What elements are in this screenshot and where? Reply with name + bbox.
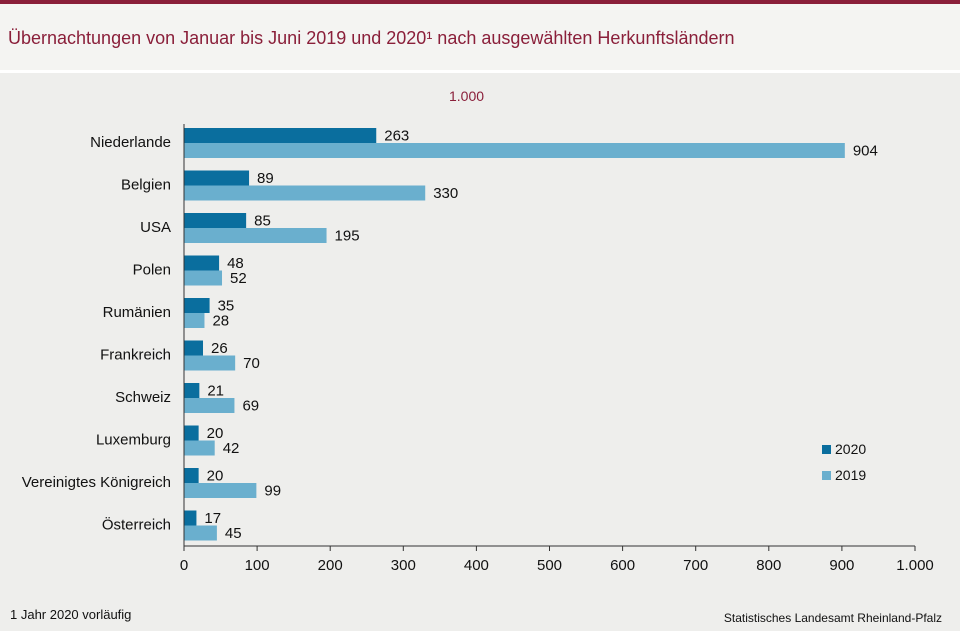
data-label-2019: 69 bbox=[242, 397, 259, 414]
x-tick-label: 300 bbox=[391, 557, 416, 574]
data-label-2020: 20 bbox=[207, 425, 224, 442]
bar-2019 bbox=[184, 185, 426, 201]
x-tick-label: 1.000 bbox=[896, 557, 934, 574]
x-tick-label: 400 bbox=[464, 557, 489, 574]
data-label-2020: 35 bbox=[218, 297, 235, 314]
x-tick-label: 500 bbox=[537, 557, 562, 574]
data-label-2020: 48 bbox=[227, 255, 244, 272]
bar-2020 bbox=[184, 468, 199, 483]
bar-2020 bbox=[184, 383, 200, 398]
x-tick-label: 600 bbox=[610, 557, 635, 574]
bar-2020 bbox=[184, 340, 204, 356]
legend-item-2020: 2020 bbox=[822, 436, 866, 462]
category-label: Frankreich bbox=[100, 346, 171, 363]
title-bar: Übernachtungen von Januar bis Juni 2019 … bbox=[0, 4, 960, 73]
bar-2019 bbox=[184, 270, 223, 286]
bar-2020 bbox=[184, 510, 197, 526]
data-label-2019: 195 bbox=[335, 227, 360, 244]
data-label-2020: 21 bbox=[207, 382, 224, 399]
bar-2020 bbox=[184, 425, 199, 441]
x-tick-label: 900 bbox=[829, 557, 854, 574]
x-tick-label: 800 bbox=[756, 557, 781, 574]
footnote: 1 Jahr 2020 vorläufig bbox=[10, 607, 132, 622]
data-label-2020: 17 bbox=[204, 510, 221, 527]
top-accent-rule bbox=[0, 0, 960, 4]
category-label: Belgien bbox=[121, 176, 171, 193]
data-label-2019: 70 bbox=[243, 355, 260, 372]
bar-2020 bbox=[184, 170, 250, 186]
data-label-2020: 89 bbox=[257, 170, 274, 187]
category-label: Rumänien bbox=[103, 304, 171, 321]
bar-2020 bbox=[184, 255, 220, 271]
category-label: Luxemburg bbox=[96, 431, 171, 448]
category-label: Schweiz bbox=[115, 389, 171, 406]
bar-2019 bbox=[184, 355, 236, 371]
category-label: Niederlande bbox=[90, 134, 171, 151]
data-label-2020: 20 bbox=[207, 467, 224, 484]
chart-title: Übernachtungen von Januar bis Juni 2019 … bbox=[8, 28, 735, 48]
bar-2019 bbox=[184, 398, 235, 413]
bar-2020 bbox=[184, 128, 377, 143]
bar-2020 bbox=[184, 298, 210, 313]
data-label-2019: 52 bbox=[230, 270, 247, 287]
data-label-2019: 28 bbox=[212, 312, 229, 329]
category-label: USA bbox=[140, 219, 171, 236]
data-label-2020: 26 bbox=[211, 340, 228, 357]
x-tick-label: 200 bbox=[318, 557, 343, 574]
x-tick-label: 0 bbox=[180, 557, 188, 574]
data-label-2020: 263 bbox=[384, 127, 409, 144]
unit-label: 1.000 bbox=[449, 88, 485, 104]
source-credit: Statistisches Landesamt Rheinland-Pfalz bbox=[723, 611, 942, 625]
category-label: Österreich bbox=[102, 515, 171, 533]
x-tick-label: 700 bbox=[683, 557, 708, 574]
data-label-2019: 99 bbox=[264, 482, 281, 499]
legend-label-2019: 2019 bbox=[835, 467, 867, 483]
bar-2020 bbox=[184, 213, 247, 228]
bar-2019 bbox=[184, 440, 215, 456]
data-label-2019: 45 bbox=[225, 525, 242, 542]
bar-2019 bbox=[184, 483, 257, 498]
bar-2019 bbox=[184, 313, 205, 328]
legend: 2020 2019 bbox=[822, 436, 866, 488]
data-label-2019: 904 bbox=[853, 142, 878, 159]
legend-swatch-2019 bbox=[822, 470, 831, 480]
data-label-2020: 85 bbox=[254, 212, 271, 229]
legend-swatch-2020 bbox=[822, 444, 831, 454]
legend-item-2019: 2019 bbox=[822, 462, 866, 488]
data-label-2019: 42 bbox=[223, 440, 240, 457]
category-label: Polen bbox=[133, 261, 171, 278]
category-label: Vereinigtes Königreich bbox=[22, 474, 171, 491]
bar-2019 bbox=[184, 143, 845, 158]
data-label-2019: 330 bbox=[433, 185, 458, 202]
x-tick-label: 100 bbox=[245, 557, 270, 574]
legend-label-2020: 2020 bbox=[835, 441, 867, 457]
bar-2019 bbox=[184, 525, 217, 541]
bar-2019 bbox=[184, 228, 327, 243]
